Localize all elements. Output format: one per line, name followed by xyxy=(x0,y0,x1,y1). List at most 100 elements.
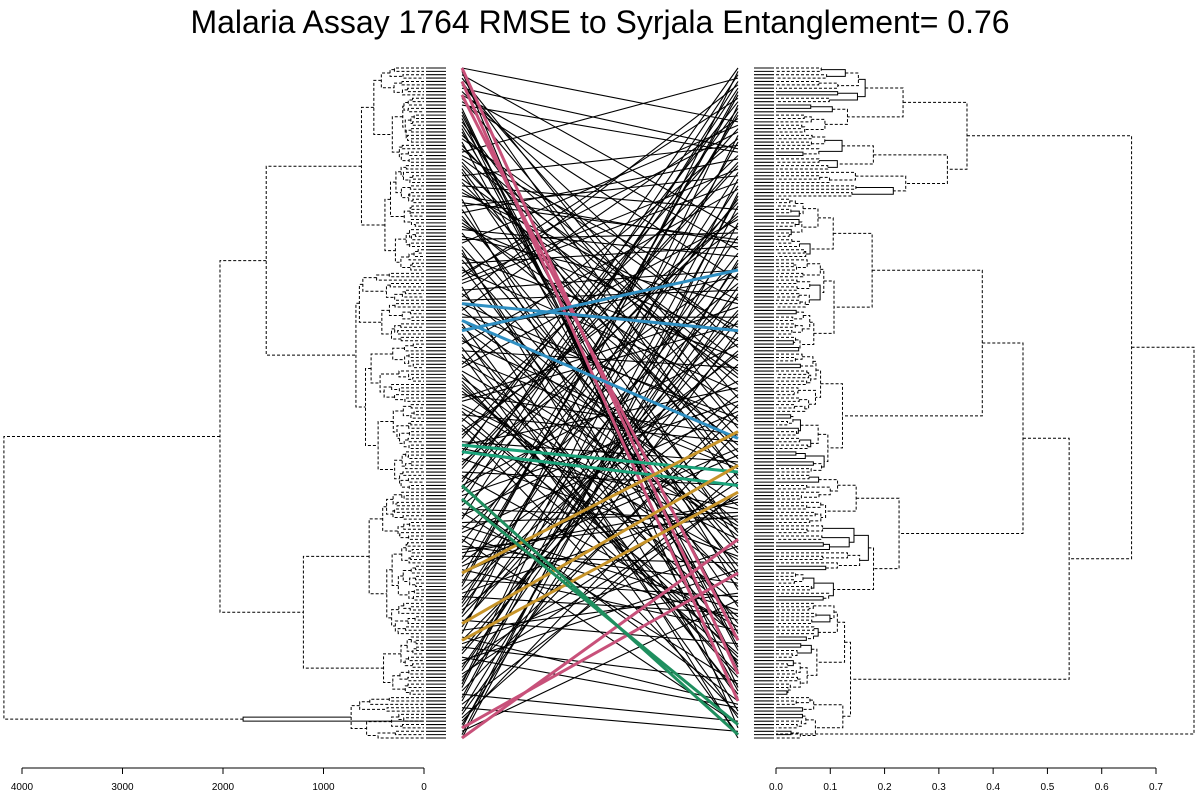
left-dendrogram-link xyxy=(403,602,424,609)
connector-line xyxy=(461,256,739,359)
right-dendrogram-link xyxy=(776,80,820,86)
connector-line xyxy=(461,168,739,533)
right-dendrogram-link xyxy=(776,106,833,113)
right-dendrogram-link xyxy=(776,421,788,426)
right-dendrogram-link xyxy=(804,118,826,130)
left-dendrogram-link xyxy=(405,165,424,170)
right-axis-tick-label: 0.1 xyxy=(823,782,837,793)
right-dendrogram-link xyxy=(776,612,817,618)
right-dendrogram-link xyxy=(829,92,858,101)
left-dendrogram-link xyxy=(399,671,409,680)
right-dendrogram-link xyxy=(776,372,810,379)
connector-line xyxy=(461,71,739,634)
left-dendrogram-link xyxy=(403,717,424,722)
connector-line xyxy=(461,343,739,486)
left-dendrogram-link xyxy=(407,683,424,688)
left-dendrogram-link xyxy=(408,193,413,202)
right-dendrogram-link xyxy=(821,69,846,77)
left-dendrogram-link xyxy=(415,639,424,645)
connector-line xyxy=(461,471,739,487)
left-dendrogram-link xyxy=(394,730,424,736)
left-dendrogram-link xyxy=(398,605,424,614)
right-dendrogram-link xyxy=(776,474,810,480)
left-dendrogram-link xyxy=(397,526,404,536)
left-dendrogram-link xyxy=(409,606,424,611)
right-dendrogram-link xyxy=(903,101,968,170)
left-dendrogram-link xyxy=(389,181,405,218)
right-dendrogram-link xyxy=(776,82,839,89)
left-dendrogram-link xyxy=(412,596,424,601)
left-dendrogram-link xyxy=(391,383,424,391)
right-dendrogram-link xyxy=(776,404,796,409)
left-dendrogram-link xyxy=(409,185,424,190)
connector-line xyxy=(461,491,739,705)
left-dendrogram-link xyxy=(362,277,387,292)
right-dendrogram-link xyxy=(776,301,806,308)
right-axis-tick-label: 0.6 xyxy=(1095,782,1109,793)
right-leaf-labels xyxy=(754,67,774,739)
right-dendrogram-link xyxy=(809,284,821,301)
right-dendrogram-link xyxy=(800,424,819,444)
right-dendrogram-link xyxy=(776,229,792,236)
connector-line xyxy=(461,155,739,301)
connector-line xyxy=(461,192,739,328)
left-dendrogram-link xyxy=(411,97,424,103)
right-dendrogram-link xyxy=(776,116,812,123)
right-dendrogram-link xyxy=(806,486,831,496)
right-dendrogram-link xyxy=(776,387,799,394)
left-dendrogram-link xyxy=(412,121,424,126)
right-axis-tick-label: 0.7 xyxy=(1149,782,1163,793)
right-dendrogram-link xyxy=(813,704,844,729)
left-dendrogram-link xyxy=(398,387,424,392)
left-dendrogram-link xyxy=(409,309,424,315)
left-dendrogram-link xyxy=(408,670,424,675)
left-dendrogram-link xyxy=(401,144,424,150)
left-dendrogram-link xyxy=(394,459,403,480)
left-dendrogram-link xyxy=(404,626,424,631)
connector-line xyxy=(461,158,739,214)
left-dendrogram-link xyxy=(409,229,424,238)
left-dendrogram-link xyxy=(383,653,402,683)
left-dendrogram-link xyxy=(411,262,424,268)
left-dendrogram xyxy=(3,67,424,739)
highlighted-connector xyxy=(461,463,739,625)
left-dendrogram-link xyxy=(391,116,403,153)
connector-line xyxy=(461,569,739,631)
left-dendrogram-link xyxy=(412,343,424,348)
right-dendrogram-link xyxy=(810,360,817,380)
right-dendrogram-link xyxy=(776,158,820,163)
right-dendrogram-link xyxy=(815,369,822,398)
left-axis-tick-label: 2000 xyxy=(212,782,235,793)
connector-line xyxy=(461,656,739,709)
right-dendrogram-link xyxy=(776,192,853,197)
left-dendrogram-link xyxy=(386,569,393,619)
left-dendrogram-link xyxy=(407,134,424,141)
right-dendrogram-link xyxy=(776,542,824,547)
right-dendrogram-link xyxy=(776,476,820,483)
connector-line xyxy=(461,192,739,735)
left-dendrogram-link xyxy=(381,309,392,335)
left-dendrogram-link xyxy=(411,128,424,133)
right-dendrogram-link xyxy=(802,577,815,589)
left-leaf-labels xyxy=(426,67,446,739)
left-dendrogram-link xyxy=(402,74,424,79)
right-dendrogram-link xyxy=(825,484,857,512)
right-dendrogram-link xyxy=(776,185,857,190)
connector-line xyxy=(461,215,739,550)
right-dendrogram-link xyxy=(776,279,798,284)
left-dendrogram-link xyxy=(402,471,424,476)
right-dendrogram-link xyxy=(847,87,904,118)
connector-line xyxy=(461,340,739,466)
left-dendrogram-link xyxy=(409,176,424,183)
right-dendrogram-link xyxy=(776,330,793,335)
left-dendrogram-link xyxy=(219,260,304,613)
right-dendrogram-link xyxy=(842,641,852,717)
right-dendrogram-link xyxy=(776,518,811,524)
right-dendrogram-link xyxy=(810,217,834,250)
left-dendrogram-link xyxy=(417,249,424,254)
connector-line xyxy=(461,205,739,729)
right-dendrogram-link xyxy=(776,126,806,133)
left-dendrogram-link xyxy=(412,363,424,369)
left-dendrogram-link xyxy=(373,79,393,135)
left-dendrogram-link xyxy=(350,705,367,730)
